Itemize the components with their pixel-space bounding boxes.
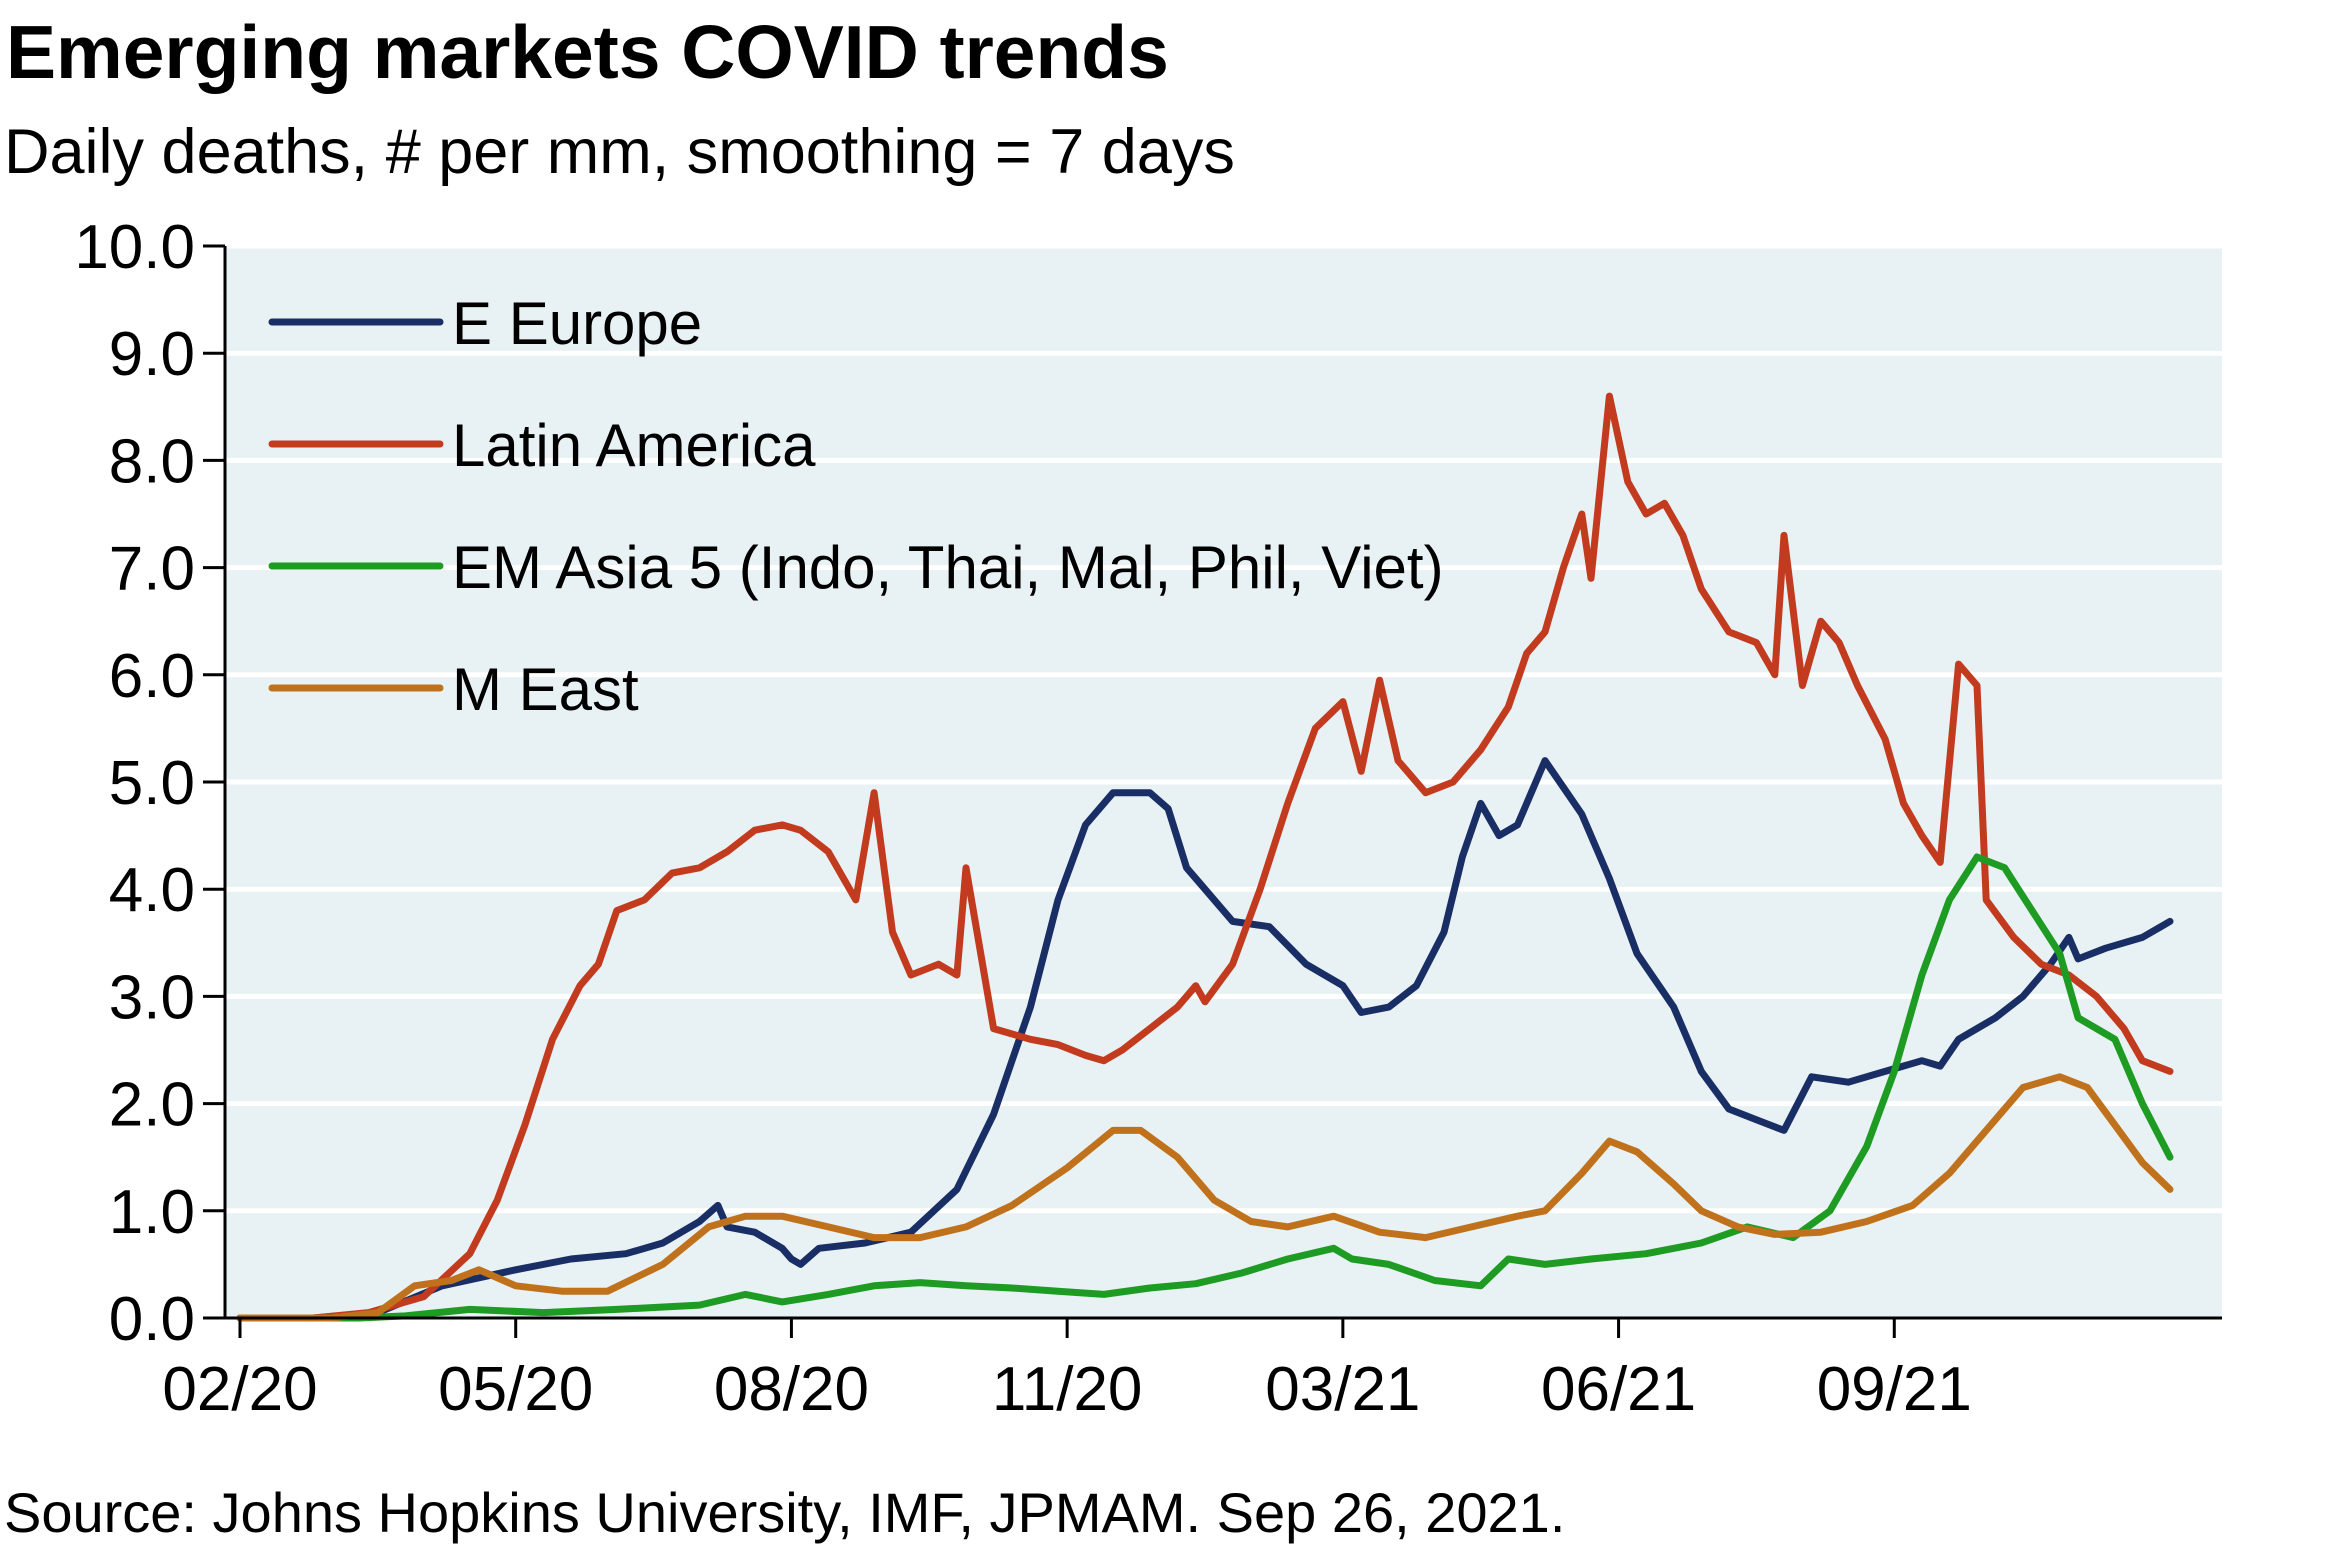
y-tick-label: 0.0 [109,1285,195,1354]
legend-label: EM Asia 5 (Indo, Thai, Mal, Phil, Viet) [452,534,1444,601]
y-tick-label: 1.0 [109,1178,195,1247]
series-line-0 [236,757,2174,1322]
y-tick-label: 6.0 [109,642,195,711]
y-tick-label: 5.0 [109,749,195,818]
y-tick-label: 4.0 [109,856,195,925]
y-tick-label: 8.0 [109,427,195,496]
x-tick-label: 06/21 [1541,1355,1696,1424]
legend-label: M East [452,656,639,723]
chart-title: Emerging markets COVID trends [6,10,1169,94]
axes: 0.0 1.0 2.0 3.0 4.0 5.0 6.0 7.0 8.0 9.0 10.0 02/20 0… [74,213,2222,1424]
legend-label: E Europe [452,290,702,357]
y-tick-label: 9.0 [109,320,195,389]
x-tick-label: 03/21 [1265,1355,1420,1424]
x-tick-label: 11/20 [992,1355,1143,1424]
chart-subtitle: Daily deaths, # per mm, smoothing = 7 da… [4,117,1235,187]
source-note: Source: Johns Hopkins University, IMF, J… [4,1481,1566,1544]
gridlines [225,243,2222,1214]
legend-label: Latin America [452,412,816,479]
y-tick-label: 7.0 [109,535,195,604]
series-lines [236,392,2174,1322]
y-tick-label: 3.0 [109,963,195,1032]
series-line-1 [236,392,2174,1322]
x-tick-label: 09/21 [1817,1355,1972,1424]
x-tick-label: 05/20 [438,1355,593,1424]
legend: E Europe Latin America EM Asia 5 (Indo, Th… [268,290,1444,723]
y-tick-label: 2.0 [109,1071,195,1140]
x-tick-label: 08/20 [714,1355,869,1424]
series-line-3 [236,1073,2174,1322]
series-line-2 [236,853,2174,1322]
y-tick-label: 10.0 [74,213,195,282]
x-tick-label: 02/20 [162,1355,317,1424]
